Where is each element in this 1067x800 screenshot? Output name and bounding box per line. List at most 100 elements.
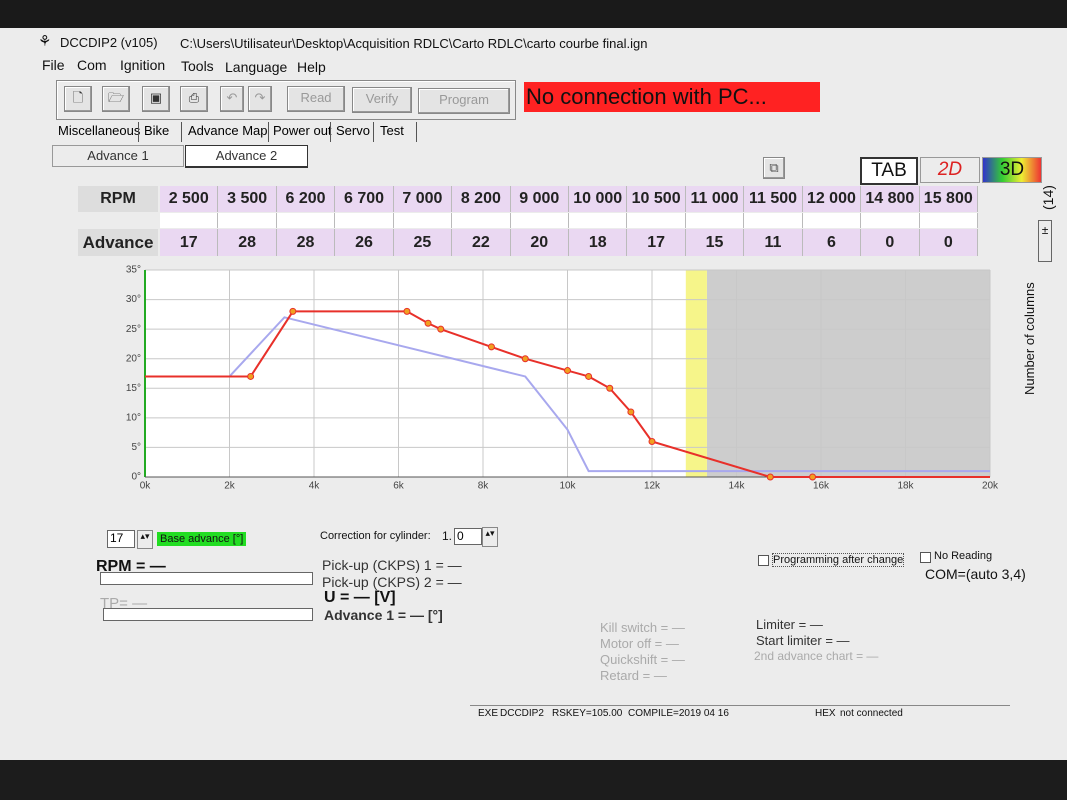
base-label: Base advance [°] [157,532,247,546]
read-button[interactable]: Read [287,86,345,112]
menu-item[interactable]: Com [77,57,107,73]
rpm-cell: 3 500 [218,186,277,212]
point-marker [606,384,614,392]
quickshift-readout: Quickshift = — [600,652,685,667]
bezel [0,760,1067,800]
checkbox[interactable] [920,552,931,563]
pickup2: Pick-up (CKPS) 2 = — [322,574,462,590]
undo-button[interactable]: ↶ [220,86,244,112]
y-tick-label: 10° [126,412,141,423]
columns-label: Number of columns [1022,282,1037,395]
x-tick-label: 16k [813,481,830,492]
series-line [228,316,990,473]
verify-button[interactable]: Verify [352,87,412,113]
app-icon: ⚘ [38,33,52,50]
advance-cell: 26 [335,229,394,256]
tab[interactable]: Power out [273,123,332,138]
advance-cell: 15 [685,229,745,256]
plot-area [145,270,990,477]
menu-item[interactable]: File [42,57,65,73]
gap-cell [744,213,803,228]
limit-band [685,270,707,477]
subtab-active[interactable]: Advance 2 [185,145,308,168]
checkbox[interactable] [758,555,769,566]
advance-cell: 11 [744,229,803,256]
advance-cell: 17 [160,229,219,256]
rpm-cell: 6 700 [335,186,394,212]
connection-status: No connection with PC... [524,82,820,112]
y-tick-label: 30° [126,294,141,305]
save-button[interactable]: ▣ [142,86,170,112]
rpm-cell: 8 200 [452,186,511,212]
limiter-readout: Limiter = — [756,617,823,632]
x-tick-label: 8k [478,481,490,492]
y-tick-label: 15° [126,383,141,394]
point-marker [424,319,432,327]
point-marker [809,473,817,481]
menu-item[interactable]: Ignition [120,57,166,73]
advance-cell: 6 [802,229,862,256]
tab[interactable]: Test [380,123,404,138]
view-button[interactable]: 2D [920,157,980,183]
correction-input[interactable]: 0 [454,528,482,545]
gap-cell [569,213,628,228]
gap-cell [919,213,978,228]
point-marker [766,473,774,481]
point-marker [403,307,411,315]
second-chart-readout: 2nd advance chart = — [754,649,879,663]
row-header: RPM [78,186,158,212]
gap-cell [218,213,277,228]
subtab[interactable]: Advance 1 [52,145,184,167]
status-field: not connected [840,708,903,719]
open-button[interactable]: 🗁 [102,86,130,112]
point-marker [564,367,571,375]
point-marker [487,343,495,351]
base-input[interactable]: 17 [107,530,135,548]
rpm-readout: RPM = — [96,558,166,575]
print-button[interactable]: ⎙ [180,86,208,112]
no-reading-label: No Reading [934,550,993,562]
tab[interactable]: Bike [144,123,170,138]
menu-item[interactable]: Tools [181,58,214,74]
redo-button[interactable]: ↷ [248,86,272,112]
y-tick-label: 5° [131,442,141,453]
rpm-cell: 15 800 [919,186,978,212]
rpm-cell: 11 000 [685,186,745,212]
view-button[interactable]: TAB [860,157,918,185]
rpm-cell: 2 500 [160,186,219,212]
correction-spinner[interactable]: ▴▾ [482,527,498,547]
view-button[interactable]: 3D [982,157,1042,183]
shaded-region [706,270,990,477]
tp-readout: TP= — [100,595,148,612]
advance-cell: 0 [919,229,978,256]
gap-cell [802,213,862,228]
correction-label: Correction for cylinder: [320,530,431,542]
advance-cell: 28 [218,229,277,256]
gap-cell [452,213,511,228]
menu-item[interactable]: Help [297,59,326,75]
columns-spinner[interactable]: ± [1038,220,1052,262]
tab[interactable]: Advance Map [188,123,268,138]
start-limiter-readout: Start limiter = — [756,633,850,648]
status-field: RSKEY=105.00 [552,708,623,719]
window-title: DCCDIP2 (v105) [60,35,158,50]
gap-cell [160,213,219,228]
advance-cell: 18 [569,229,628,256]
status-field: DCCDIP2 [500,708,544,719]
tab[interactable]: Miscellaneous [58,123,141,138]
status-bar: EXE DCCDIP2 RSKEY=105.00 COMPILE=2019 04… [470,705,1010,721]
new-button[interactable]: 🗋 [64,86,92,112]
advance-cell: 28 [276,229,336,256]
rpm-cell: 11 500 [744,186,803,212]
gap-cell [861,213,920,228]
point-marker [585,372,593,380]
copy-button[interactable]: ⧉ [763,157,785,179]
point-marker [247,372,255,380]
point-marker [437,325,445,333]
menu-item[interactable]: Language [225,59,288,75]
advance-cell: 25 [393,229,453,256]
program-button[interactable]: Program [418,88,510,114]
status-field: COMPILE=2019 04 16 [628,708,729,719]
base-spinner[interactable]: ▴▾ [137,530,153,549]
tab[interactable]: Servo [336,123,370,138]
